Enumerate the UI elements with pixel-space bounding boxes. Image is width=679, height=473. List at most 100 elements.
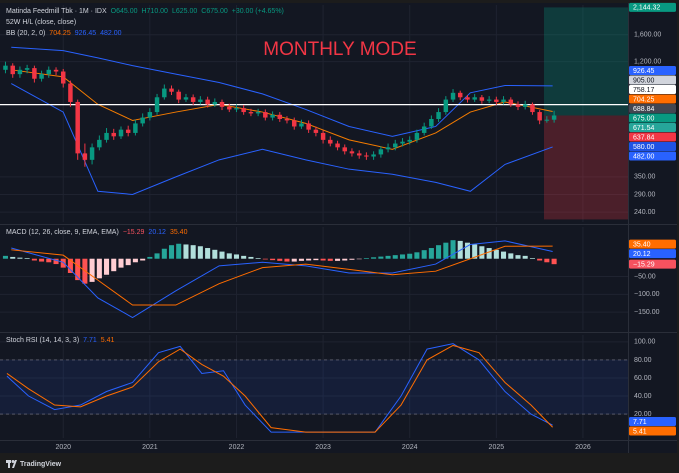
histogram-bar [147,256,153,259]
price-tag-label: 926.45 [633,68,655,75]
y-tick-label: 240.00 [634,209,656,216]
price-tag-label: −15.29 [633,262,655,269]
legend-item: Stoch RSI (14, 14, 3, 3) [6,337,79,344]
candle-body [53,69,59,72]
histogram-bar [385,255,391,259]
candle-body [169,88,174,92]
candle-body [46,69,52,75]
target-zone [543,7,628,116]
histogram-bar [522,255,528,259]
candle-body [472,97,477,100]
histogram-bar [529,258,535,259]
price-tag [629,151,676,161]
candle-body [284,118,290,121]
y-tick-label: 40.00 [634,393,652,400]
candle-body [190,97,196,102]
legend-item: H710.00 [141,8,168,15]
price-tag-label: 688.84 [633,106,655,113]
price-pane [0,5,628,222]
candle-body [299,123,304,127]
histogram-bar [176,243,182,259]
price-tag-label: 675.00 [633,115,655,122]
histogram-bar [233,254,240,259]
histogram-bar [464,242,471,259]
candle-body [270,114,275,118]
price-tag [629,94,676,104]
indicator-line [11,245,553,306]
histogram-bar [544,258,550,263]
candle-body [3,65,8,70]
y-tick-label: −150.00 [634,309,660,316]
candle-body [212,101,218,105]
candle-body [530,104,535,113]
histogram-bar [493,249,499,259]
histogram-bar [363,258,369,259]
histogram-bar [190,245,196,259]
candle-body [371,154,376,157]
histogram-bar [118,258,124,268]
histogram-bar [96,258,102,279]
histogram-bar [443,242,449,259]
histogram-bar [421,250,427,259]
candle-body [522,104,528,107]
legend-item: −15.29 [123,229,145,236]
price-tag [629,2,676,12]
bollinger-basis [11,69,553,150]
candle-body [328,139,333,144]
price-tag-label: 704.25 [633,96,655,103]
bollinger-lower [11,83,553,195]
x-tick-label: 2025 [489,444,505,451]
candle-body [154,97,160,113]
candle-body [544,119,550,121]
histogram-bar [132,258,138,263]
histogram-bar [298,258,304,261]
x-tick-label: 2021 [142,444,158,451]
candle-body [198,99,203,102]
histogram-bar [515,255,521,259]
candle-body [486,99,492,101]
histogram-bar [313,258,319,261]
candle-body [551,115,557,120]
histogram-bar [219,251,225,259]
candle-body [248,112,254,114]
histogram-bar [407,253,413,259]
candle-body [436,112,441,119]
histogram-bar [486,248,492,259]
histogram-bar [75,258,81,281]
candle-body [450,92,456,100]
histogram-bar [53,258,59,265]
stoch-band [0,359,628,415]
price-tag [629,65,676,75]
legend-item: L625.00 [172,8,197,15]
legend-item: C675.00 [201,8,228,15]
price-tag [629,249,676,259]
annotation: MONTHLY MODE [263,39,416,60]
histogram-bar [450,240,456,259]
candle-body [349,151,355,154]
candle-body [537,112,542,121]
candle-body [219,101,225,107]
histogram-bar [248,256,254,259]
price-tag-label: 35.40 [633,241,651,248]
histogram-bar [371,257,377,259]
candle-body [335,143,340,148]
histogram-bar [508,253,514,259]
candle-body [176,91,181,100]
candle-body [10,65,15,75]
candle-body [320,132,326,140]
candle-body [429,118,434,127]
histogram-bar [327,258,333,261]
candle-body [364,155,369,157]
price-tag-label: 20.12 [633,251,651,258]
y-tick-label: −50.00 [634,273,656,280]
price-tag [629,426,676,436]
legend-item: 926.45 [75,30,97,37]
candle-body [277,114,283,119]
y-tick-label: 290.00 [634,191,656,198]
histogram-bar [2,255,8,259]
histogram-bar [183,244,189,259]
indicator-line [6,344,553,433]
indicator-line [11,240,553,319]
histogram-bar [428,248,434,259]
